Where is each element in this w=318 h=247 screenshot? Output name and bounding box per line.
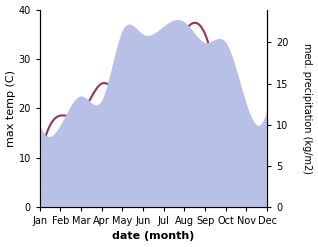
Y-axis label: max temp (C): max temp (C) (5, 70, 16, 147)
X-axis label: date (month): date (month) (112, 231, 195, 242)
Y-axis label: med. precipitation (kg/m2): med. precipitation (kg/m2) (302, 43, 313, 174)
